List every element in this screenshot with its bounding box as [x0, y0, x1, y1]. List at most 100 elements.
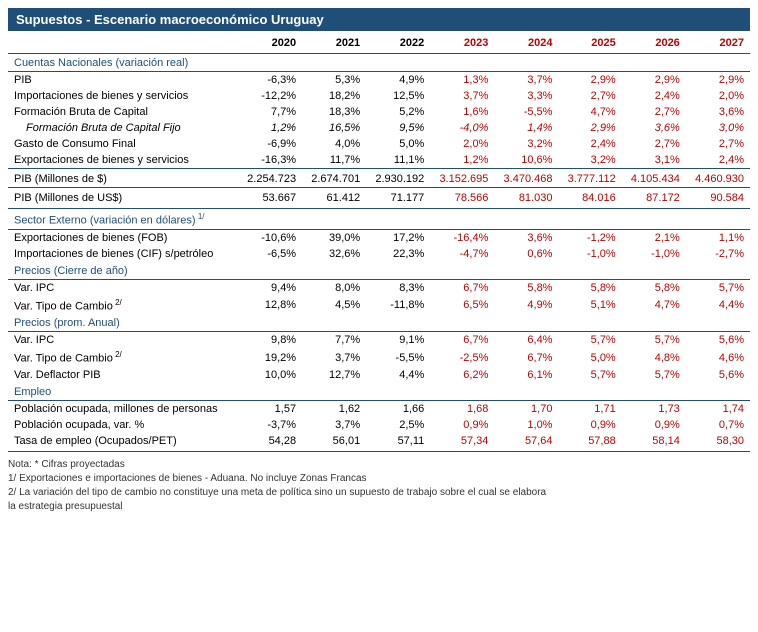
data-cell: 7,7% — [238, 104, 302, 120]
data-cell: 6,7% — [430, 332, 494, 349]
data-cell: 32,6% — [302, 246, 366, 262]
page-title: Supuestos - Escenario macroeconómico Uru… — [8, 8, 750, 31]
data-cell: 2,0% — [686, 88, 750, 104]
data-cell: 90.584 — [686, 188, 750, 209]
data-cell: 57,34 — [430, 433, 494, 452]
section-header: Cuentas Nacionales (variación real) — [8, 54, 750, 72]
row-label: Importaciones de bienes y servicios — [8, 88, 238, 104]
section-header: Empleo — [8, 383, 750, 401]
data-cell: 2,9% — [686, 72, 750, 89]
row-label: Exportaciones de bienes y servicios — [8, 152, 238, 169]
data-cell: 2,4% — [686, 152, 750, 169]
section-header: Precios (Cierre de año) — [8, 262, 750, 280]
data-cell: 71.177 — [366, 188, 430, 209]
data-cell: 2,7% — [622, 136, 686, 152]
data-cell: 58,14 — [622, 433, 686, 452]
data-cell: 56,01 — [302, 433, 366, 452]
data-cell: 1,6% — [430, 104, 494, 120]
data-cell: 10,6% — [494, 152, 558, 169]
data-cell: 6,7% — [430, 279, 494, 296]
data-cell: 5,7% — [558, 367, 621, 383]
data-cell: 4,8% — [622, 348, 686, 367]
year-header: 2022 — [366, 33, 430, 54]
data-cell: 2,4% — [622, 88, 686, 104]
data-cell: 57,11 — [366, 433, 430, 452]
data-cell: 5,7% — [558, 332, 621, 349]
header-blank — [8, 33, 238, 54]
year-header: 2025 — [558, 33, 621, 54]
data-cell: 16,5% — [302, 120, 366, 136]
row-label: Gasto de Consumo Final — [8, 136, 238, 152]
data-cell: -11,8% — [366, 296, 430, 315]
row-label: PIB — [8, 72, 238, 89]
data-cell: 3,7% — [494, 72, 558, 89]
section-header: Sector Externo (variación en dólares) 1/ — [8, 209, 750, 230]
footnote-line: la estrategia presupuestal — [8, 500, 750, 514]
data-cell: -4,0% — [430, 120, 494, 136]
data-cell: 57,88 — [558, 433, 621, 452]
data-cell: 12,8% — [238, 296, 302, 315]
data-cell: -16,3% — [238, 152, 302, 169]
data-cell: 7,7% — [302, 332, 366, 349]
data-cell: 0,7% — [686, 417, 750, 433]
data-cell: 87.172 — [622, 188, 686, 209]
year-header: 2023 — [430, 33, 494, 54]
data-cell: 5,6% — [686, 367, 750, 383]
data-cell: 0,9% — [558, 417, 621, 433]
row-label: Población ocupada, var. % — [8, 417, 238, 433]
macro-table: 20202021202220232024202520262027 Cuentas… — [8, 33, 750, 452]
data-cell: 18,2% — [302, 88, 366, 104]
data-cell: 0,9% — [622, 417, 686, 433]
row-label: Formación Bruta de Capital Fijo — [8, 120, 238, 136]
footnote-line: 1/ Exportaciones e importaciones de bien… — [8, 472, 750, 486]
data-cell: 4,4% — [366, 367, 430, 383]
data-cell: 1,73 — [622, 400, 686, 417]
data-cell: 5,8% — [558, 279, 621, 296]
data-cell: 2.674.701 — [302, 169, 366, 188]
data-cell: 5,8% — [494, 279, 558, 296]
data-cell: 12,7% — [302, 367, 366, 383]
data-cell: 3,6% — [494, 229, 558, 246]
data-cell: 2,1% — [622, 229, 686, 246]
data-cell: 6,7% — [494, 348, 558, 367]
data-cell: 2,7% — [622, 104, 686, 120]
row-label: PIB (Millones de US$) — [8, 188, 238, 209]
data-cell: 5,6% — [686, 332, 750, 349]
data-cell: 4,7% — [622, 296, 686, 315]
data-cell: 3.152.695 — [430, 169, 494, 188]
data-cell: 5,0% — [558, 348, 621, 367]
data-cell: 5,7% — [622, 332, 686, 349]
data-cell: 53.667 — [238, 188, 302, 209]
data-cell: -6,9% — [238, 136, 302, 152]
data-cell: 5,7% — [686, 279, 750, 296]
data-cell: 1,74 — [686, 400, 750, 417]
data-cell: 18,3% — [302, 104, 366, 120]
data-cell: 3,0% — [686, 120, 750, 136]
data-cell: 61.412 — [302, 188, 366, 209]
data-cell: 6,5% — [430, 296, 494, 315]
data-cell: 6,1% — [494, 367, 558, 383]
data-cell: -5,5% — [494, 104, 558, 120]
data-cell: 3,6% — [622, 120, 686, 136]
footnotes: Nota: * Cifras proyectadas1/ Exportacion… — [8, 458, 750, 514]
data-cell: 5,2% — [366, 104, 430, 120]
data-cell: -2,5% — [430, 348, 494, 367]
data-cell: 3,1% — [622, 152, 686, 169]
year-header: 2024 — [494, 33, 558, 54]
data-cell: 3,3% — [494, 88, 558, 104]
data-cell: 1,0% — [494, 417, 558, 433]
data-cell: 2,0% — [430, 136, 494, 152]
data-cell: 9,5% — [366, 120, 430, 136]
data-cell: -6,3% — [238, 72, 302, 89]
data-cell: 9,8% — [238, 332, 302, 349]
data-cell: 0,6% — [494, 246, 558, 262]
row-label: Var. Deflactor PIB — [8, 367, 238, 383]
year-header: 2021 — [302, 33, 366, 54]
data-cell: 2,9% — [622, 72, 686, 89]
section-header: Precios (prom. Anual) — [8, 314, 750, 332]
data-cell: 58,30 — [686, 433, 750, 452]
data-cell: 54,28 — [238, 433, 302, 452]
row-label: Var. IPC — [8, 279, 238, 296]
data-cell: 2,4% — [558, 136, 621, 152]
year-header: 2020 — [238, 33, 302, 54]
